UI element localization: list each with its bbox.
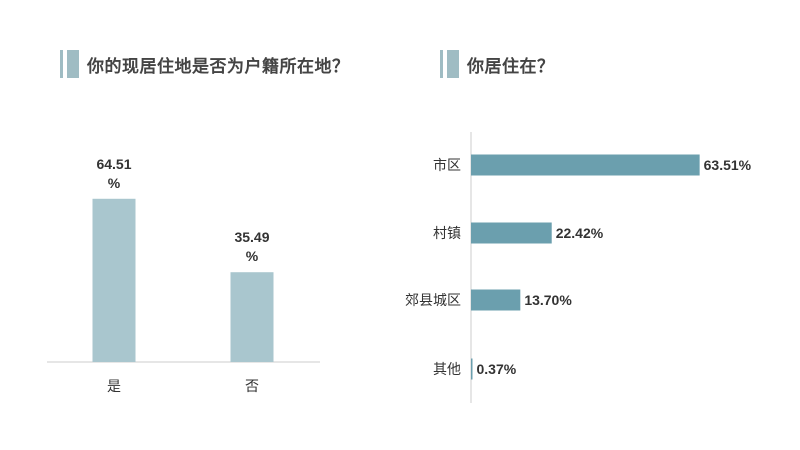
title-accent-mark: [440, 50, 459, 78]
left-chart-title-text: 你的现居住地是否为户籍所在地？: [87, 56, 350, 76]
bar-1: [230, 272, 274, 362]
x-tick-label-1: 否: [245, 378, 259, 394]
title-accent-mark: [60, 50, 79, 78]
x-tick-label-0: 是: [107, 378, 121, 394]
right-chart-title-text: 你居住在？: [467, 56, 555, 76]
data-label-0-1: %: [108, 175, 121, 191]
bar-1: [471, 222, 552, 244]
bar-2: [471, 289, 521, 311]
data-label-0: 63.51%: [704, 157, 752, 173]
y-tick-label-2: 郊县城区: [405, 292, 461, 308]
y-tick-label-1: 村镇: [433, 225, 461, 241]
data-label-2: 13.70%: [524, 292, 572, 308]
data-label-3: 0.37%: [477, 361, 517, 377]
data-label-0-0: 64.51: [96, 156, 131, 172]
left-chart-title: 你的现居住地是否为户籍所在地？: [60, 50, 350, 78]
data-label-1-0: 35.49: [234, 229, 269, 245]
y-tick-label-0: 市区: [433, 157, 461, 173]
right-chart-title: 你居住在？: [440, 50, 555, 78]
bar-3: [471, 358, 473, 380]
y-tick-label-3: 其他: [433, 361, 461, 377]
bar-0: [471, 154, 700, 176]
bar-0: [92, 198, 136, 362]
data-label-1-1: %: [246, 248, 259, 264]
left-bar-chart: 64.51% 是 35.49% 否: [47, 156, 320, 394]
data-label-1: 22.42%: [556, 225, 604, 241]
